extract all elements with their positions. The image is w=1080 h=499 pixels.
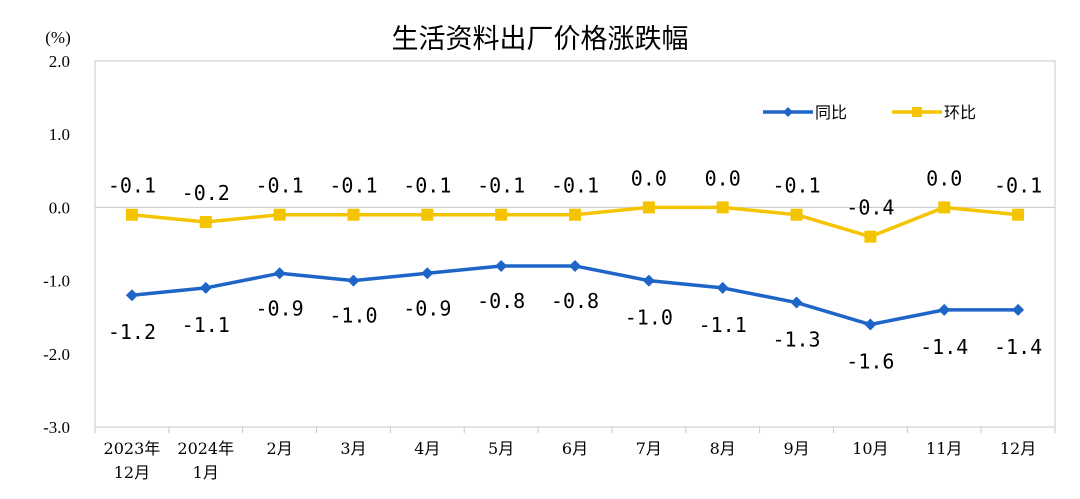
x-tick-label: 8月: [710, 439, 736, 458]
data-point: [569, 259, 581, 272]
data-label: -0.1: [256, 174, 304, 198]
x-tick-label: 6月: [562, 439, 588, 458]
legend-item: 同比: [763, 103, 847, 122]
data-point: [1012, 208, 1025, 221]
data-label: -1.1: [182, 313, 230, 337]
data-point: [495, 259, 508, 272]
data-label: -1.0: [329, 304, 377, 328]
data-point: [716, 281, 729, 294]
legend: 同比 环比: [763, 103, 976, 122]
y-tick-label: -2.0: [43, 345, 70, 364]
data-label: -1.4: [920, 335, 968, 359]
data-label: -1.2: [108, 320, 156, 344]
data-point: [938, 201, 951, 214]
data-label: -0.9: [256, 296, 304, 320]
data-point: [642, 201, 655, 214]
legend-marker: [783, 107, 793, 117]
legend-item: 环比: [892, 103, 976, 122]
data-label: -1.1: [699, 313, 747, 337]
data-label: -1.6: [846, 350, 894, 374]
x-tick-label: 9月: [783, 439, 809, 458]
data-point: [1012, 303, 1025, 316]
series-diamond: -1.2 -1.1 -0.9 -1.0 -0.9 -0.8 -0.8 -1.0 -1.1 -1.3…: [108, 259, 1042, 374]
x-tick-label: 11月: [926, 439, 962, 458]
x-axis: 2023年 12月 2024年 1月 2月 3月 4月 5月 6月 7月 8月 9月 10月 11月 12月: [94, 427, 1056, 482]
legend-label: 环比: [944, 103, 976, 122]
data-point: [421, 267, 434, 280]
y-axis-unit: (%): [45, 28, 70, 47]
data-point: [273, 208, 286, 221]
data-label: -0.1: [477, 174, 525, 198]
data-label: -0.1: [551, 174, 599, 198]
data-label: -0.1: [994, 174, 1042, 198]
data-label: -0.4: [846, 196, 894, 220]
y-tick-label: -1.0: [43, 272, 70, 291]
data-label: -1.3: [772, 328, 820, 352]
data-label: -0.2: [182, 181, 230, 205]
data-label: -0.9: [403, 296, 451, 320]
data-point: [938, 303, 951, 316]
data-point: [642, 274, 655, 287]
data-point: [347, 208, 360, 221]
legend-marker: [912, 107, 922, 117]
data-label: -0.8: [551, 289, 599, 313]
data-point: [199, 216, 212, 229]
x-tick-label: 12月: [114, 463, 150, 482]
y-axis: 2.0 1.0 0.0 -1.0 -2.0 -3.0: [43, 52, 1055, 437]
data-point: [790, 208, 803, 221]
data-label: -1.4: [994, 335, 1042, 359]
data-point: [125, 208, 138, 221]
x-tick-label: 10月: [852, 439, 888, 458]
data-point: [199, 281, 212, 294]
data-label: -0.1: [329, 174, 377, 198]
x-tick-label: 3月: [340, 439, 366, 458]
series-layer: -1.2 -1.1 -0.9 -1.0 -0.9 -0.8 -0.8 -1.0 -1.1 -1.3…: [108, 166, 1042, 373]
data-point: [273, 267, 286, 280]
data-point: [347, 274, 360, 287]
y-tick-label: 1.0: [49, 125, 70, 144]
legend-label: 同比: [815, 103, 847, 122]
data-label: -0.8: [477, 289, 525, 313]
data-label: -1.0: [625, 306, 673, 330]
plot-area: [94, 60, 1056, 428]
x-tick-label: 4月: [414, 439, 440, 458]
data-point: [569, 208, 581, 221]
data-label: 0.0: [631, 166, 667, 190]
data-label: -0.1: [108, 174, 156, 198]
data-point: [125, 289, 138, 302]
series-square: -0.1 -0.2 -0.1 -0.1 -0.1 -0.1 -0.1 0.0 0.0 -0.1 -0…: [108, 166, 1042, 243]
y-tick-label: 0.0: [49, 198, 70, 217]
x-tick-label: 2月: [267, 439, 293, 458]
x-tick-label: 1月: [193, 463, 219, 482]
data-point: [790, 296, 803, 309]
data-label: 0.0: [926, 166, 962, 190]
x-tick-label: 7月: [636, 439, 662, 458]
x-tick-label: 2023年: [104, 439, 161, 458]
data-point: [421, 208, 434, 221]
x-tick-label: 12月: [1000, 439, 1036, 458]
data-point: [864, 318, 877, 331]
data-label: -0.1: [403, 174, 451, 198]
data-label: 0.0: [705, 166, 741, 190]
data-point: [864, 230, 877, 243]
y-tick-label: 2.0: [49, 52, 70, 71]
x-tick-label: 2024年: [177, 439, 234, 458]
data-point: [495, 208, 508, 221]
data-point: [716, 201, 729, 214]
data-label: -0.1: [772, 174, 820, 198]
chart-title: 生活资料出厂价格涨跌幅: [392, 24, 689, 55]
y-tick-label: -3.0: [43, 418, 70, 437]
x-tick-label: 5月: [488, 439, 514, 458]
